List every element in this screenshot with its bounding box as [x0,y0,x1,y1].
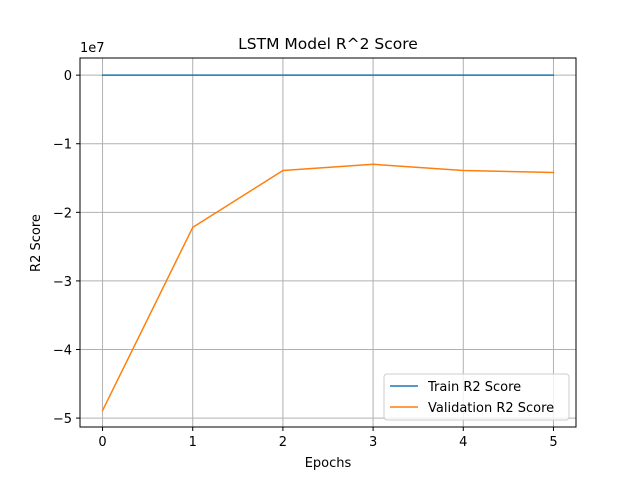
plot-frame [79,57,577,428]
x-tick-label: 0 [98,435,106,450]
y-tick-label: −1 [53,138,72,153]
series-line-validation [101,163,555,412]
ticks: 0 1 2 3 4 5 0 −1 −2 −3 −4 −5 [53,69,558,450]
x-tick-label: 5 [549,435,557,450]
grid [80,58,576,427]
legend: Train R2 Score Validation R2 Score [383,373,570,421]
legend-box [383,373,570,421]
series-lines [101,74,555,412]
y-tick-label: 0 [64,69,72,84]
x-axis-label: Epochs [305,456,352,471]
x-tick-label: 2 [279,435,287,450]
x-tick-label: 1 [189,435,197,450]
legend-label-train: Train R2 Score [427,380,521,395]
y-axis-offset-label: 1e7 [80,41,105,56]
y-tick-label: −2 [53,206,72,221]
legend-label-validation: Validation R2 Score [428,401,554,416]
y-axis-label: R2 Score [29,214,44,272]
chart-title: LSTM Model R^2 Score [238,35,418,53]
y-tick-label: −3 [53,275,72,290]
y-tick-label: −4 [53,343,72,358]
y-tick-label: −5 [53,412,72,427]
x-tick-label: 3 [369,435,377,450]
x-tick-label: 4 [459,435,467,450]
